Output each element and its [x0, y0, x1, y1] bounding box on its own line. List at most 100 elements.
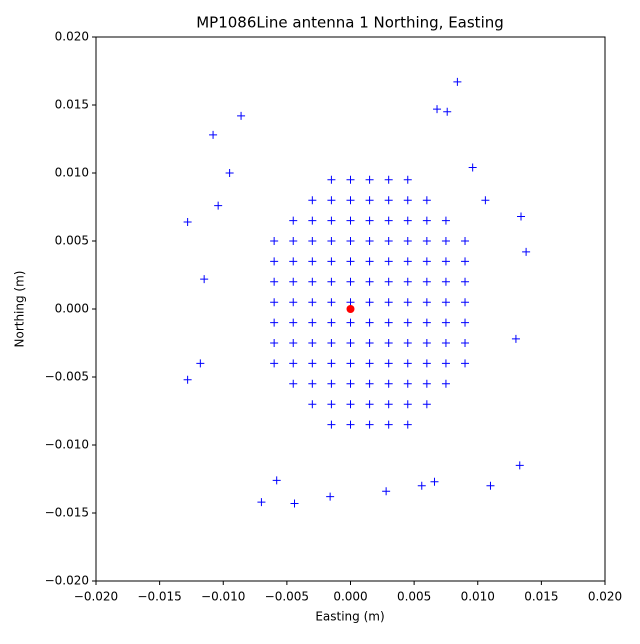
point — [403, 298, 412, 307]
point — [327, 257, 336, 266]
point — [461, 237, 470, 245]
point — [346, 277, 355, 286]
point — [486, 481, 495, 490]
chart-title: MP1086Line antenna 1 Northing, Easting — [196, 14, 504, 32]
point — [327, 298, 336, 307]
point — [441, 318, 450, 327]
y-tick-label: −0.010 — [45, 438, 89, 452]
point — [403, 379, 412, 388]
point — [365, 216, 374, 225]
point — [403, 359, 412, 368]
point — [441, 277, 450, 286]
point — [441, 216, 450, 225]
point — [327, 277, 336, 286]
point — [511, 334, 520, 343]
point — [365, 339, 374, 347]
point — [270, 277, 279, 286]
point — [384, 339, 393, 347]
point — [308, 277, 317, 286]
point — [403, 175, 412, 184]
point — [308, 216, 317, 225]
y-tick-label: 0.005 — [55, 234, 89, 248]
point — [196, 359, 205, 368]
point — [327, 237, 336, 245]
point — [441, 298, 450, 307]
point — [272, 476, 281, 485]
point — [270, 237, 279, 245]
x-tick-label: −0.005 — [265, 590, 309, 604]
point — [289, 216, 298, 225]
point — [365, 318, 374, 327]
point — [384, 298, 393, 307]
point — [327, 216, 336, 225]
point — [365, 359, 374, 368]
point — [308, 196, 317, 205]
point — [403, 196, 412, 205]
point — [384, 359, 393, 368]
point — [403, 216, 412, 225]
point — [270, 359, 279, 368]
y-tick-label: 0.010 — [55, 166, 89, 180]
point — [289, 257, 298, 266]
point — [461, 298, 470, 307]
point — [289, 277, 298, 286]
point — [422, 277, 431, 286]
point — [441, 257, 450, 266]
point — [225, 169, 234, 177]
point — [422, 339, 431, 347]
point — [461, 277, 470, 286]
point — [237, 111, 246, 120]
point — [183, 217, 192, 226]
point — [308, 359, 317, 368]
point — [365, 196, 374, 205]
point — [365, 237, 374, 245]
point — [422, 196, 431, 205]
point — [517, 212, 526, 221]
point — [327, 196, 336, 205]
x-tick-label: −0.015 — [137, 590, 181, 604]
point — [257, 498, 266, 507]
point — [384, 175, 393, 184]
point — [346, 318, 355, 327]
point — [346, 400, 355, 409]
point — [289, 298, 298, 307]
point — [326, 492, 335, 501]
point — [403, 339, 412, 347]
point — [403, 237, 412, 245]
point — [365, 175, 374, 184]
point — [403, 400, 412, 409]
point — [384, 216, 393, 225]
point — [209, 130, 218, 139]
point — [346, 359, 355, 368]
point — [346, 298, 355, 307]
point — [327, 420, 336, 429]
point — [346, 216, 355, 225]
point — [403, 420, 412, 429]
point — [430, 477, 439, 486]
point — [308, 379, 317, 388]
point — [365, 257, 374, 266]
point — [422, 379, 431, 388]
point — [308, 298, 317, 307]
x-tick-label: 0.005 — [397, 590, 431, 604]
point — [327, 379, 336, 388]
point — [481, 196, 490, 205]
point — [403, 257, 412, 266]
y-tick-label: −0.015 — [45, 506, 89, 520]
point — [308, 257, 317, 266]
point — [308, 339, 317, 347]
point — [289, 318, 298, 327]
point — [327, 400, 336, 409]
point — [289, 237, 298, 245]
point — [422, 237, 431, 245]
point — [422, 318, 431, 327]
point — [346, 237, 355, 245]
point — [422, 298, 431, 307]
point — [417, 481, 426, 490]
plot-frame — [95, 36, 606, 582]
point — [270, 318, 279, 327]
point — [441, 237, 450, 245]
point — [346, 196, 355, 205]
point — [290, 499, 299, 508]
